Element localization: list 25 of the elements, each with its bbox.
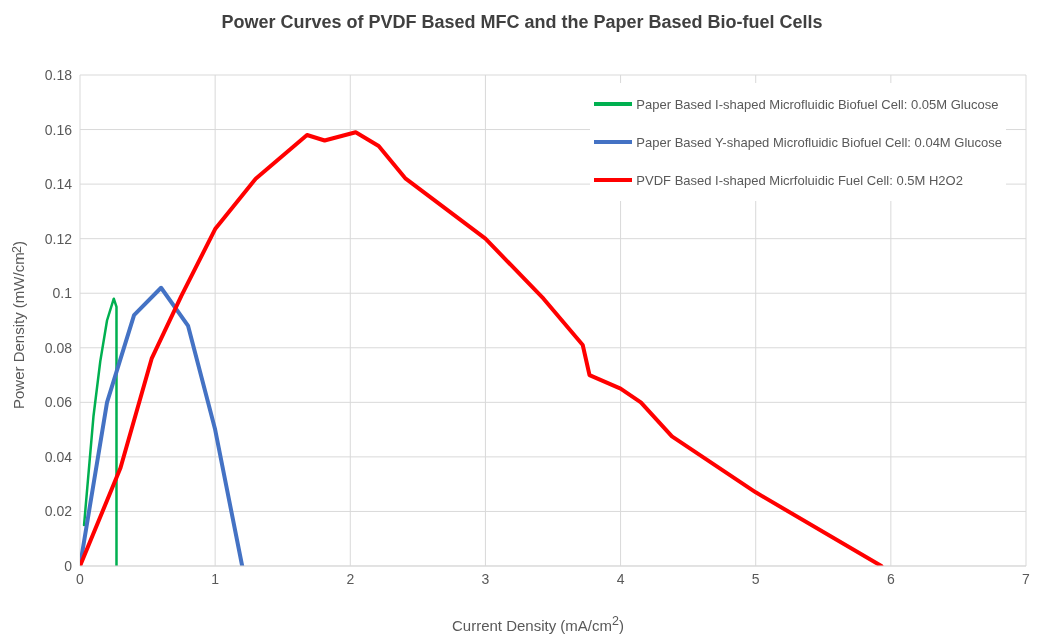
line-series bbox=[80, 285, 245, 566]
y-tick-label: 0.04 bbox=[44, 448, 73, 465]
x-tick-label: 6 bbox=[886, 570, 895, 587]
y-tick-label: 0.1 bbox=[52, 285, 73, 302]
y-tick-label: 0.02 bbox=[44, 503, 73, 520]
legend-label: Paper Based I-shaped Microfluidic Biofuel Cell: 0.05M Glucose bbox=[636, 96, 999, 112]
x-tick-label: 4 bbox=[616, 570, 625, 587]
y-tick-label: 0.14 bbox=[44, 176, 73, 193]
x-tick-label: 7 bbox=[1022, 570, 1031, 587]
y-tick-label: 0.12 bbox=[44, 230, 73, 247]
legend-label: Paper Based Y-shaped Microfluidic Biofuel Cell: 0.04M Glucose bbox=[636, 134, 1002, 150]
y-tick-label: 0.06 bbox=[44, 394, 73, 411]
x-axis-title: Current Density (mA/cm$^{2}$) bbox=[451, 614, 625, 634]
x-tick-label: 5 bbox=[751, 570, 760, 587]
y-tick-label: 0.16 bbox=[44, 121, 73, 138]
legend-label: PVDF Based I-shaped Micrfoluidic Fuel Cell: 0.5M H2O2 bbox=[636, 172, 963, 188]
y-tick-label: 0.08 bbox=[44, 339, 73, 356]
x-tick-label: 2 bbox=[346, 570, 355, 587]
line-series bbox=[82, 297, 118, 566]
x-tick-label: 1 bbox=[211, 570, 220, 587]
x-tick-label: 0 bbox=[76, 570, 85, 587]
chart-title: Power Curves of PVDF Based MFC and the Paper Based Bio-fuel Cells bbox=[220, 12, 824, 33]
x-tick-label: 3 bbox=[481, 570, 490, 587]
y-tick-label: 0 bbox=[64, 557, 73, 574]
y-tick-label: 0.18 bbox=[44, 66, 73, 83]
